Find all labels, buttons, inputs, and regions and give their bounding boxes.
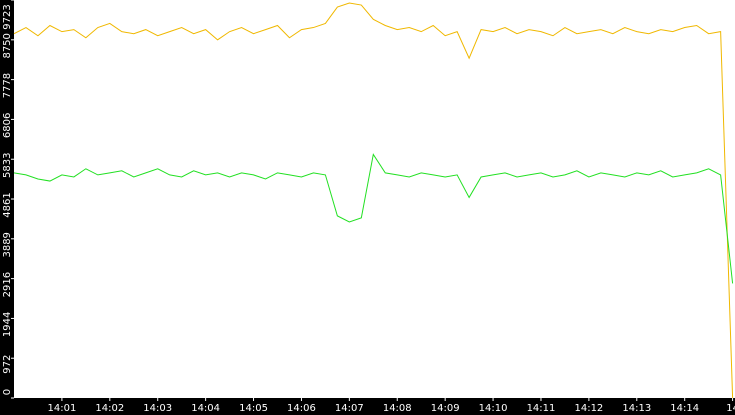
x-tick-label: 14:01 [47, 403, 76, 414]
y-tick-label: 1944 [2, 312, 13, 337]
y-tick-label: 4861 [2, 192, 13, 217]
x-tick-label: 14:04 [191, 403, 220, 414]
x-tick-label: 14:07 [335, 403, 364, 414]
series-line [13, 153, 734, 284]
y-tick-label: 5833 [2, 153, 13, 178]
y-tick-label: 0 [2, 389, 13, 395]
x-tick-label: 14:14 [670, 403, 699, 414]
x-tick-label: 14:06 [287, 403, 316, 414]
x-tick-label: 14 [726, 403, 735, 414]
y-tick-label: 972 [2, 355, 13, 374]
x-tick-label: 14:02 [95, 403, 124, 414]
x-tick-label: 14:08 [383, 403, 412, 414]
x-tick-label: 14:09 [431, 403, 460, 414]
x-tick-label: 14:12 [574, 403, 603, 414]
y-tick-label: 3889 [2, 232, 13, 257]
x-tick-label: 14:13 [622, 403, 651, 414]
y-tick-label: 6806 [2, 113, 13, 138]
x-tick-label: 14:05 [239, 403, 268, 414]
x-tick-label: 14:03 [143, 403, 172, 414]
series-line [13, 2, 734, 399]
y-tick-label: 9723 [2, 4, 13, 29]
x-tick-label: 14:11 [527, 403, 556, 414]
y-axis-bar [0, 0, 14, 415]
y-tick-label: 7778 [2, 73, 13, 98]
x-axis-bar [0, 398, 735, 415]
x-tick-label: 14:10 [479, 403, 508, 414]
y-tick-label: 2916 [2, 272, 13, 297]
y-tick-label: 8750 [2, 33, 13, 58]
